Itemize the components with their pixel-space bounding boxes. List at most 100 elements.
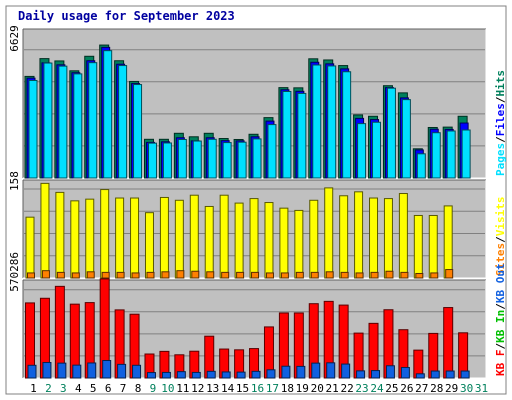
bar-pages bbox=[88, 62, 98, 179]
legend-separator: / bbox=[494, 96, 507, 103]
x-tick-label: 2 bbox=[45, 382, 52, 395]
bar-kb-out bbox=[176, 371, 186, 379]
series-legend: KB F/KB In/KB Out bbox=[494, 263, 507, 376]
bar-sites bbox=[280, 272, 289, 279]
x-tick-label: 28 bbox=[430, 382, 443, 395]
bar-pages bbox=[28, 79, 38, 179]
x-tick-label: 7 bbox=[120, 382, 127, 395]
bar-pages bbox=[386, 87, 396, 179]
bar-pages bbox=[207, 138, 217, 179]
bar-visits bbox=[324, 187, 334, 279]
kbytes-panel: 570286 KB F/KB In/KB Out bbox=[8, 252, 507, 379]
bar-pages bbox=[133, 84, 143, 179]
bar-kb-out bbox=[385, 365, 395, 379]
bar-kb-out bbox=[460, 370, 470, 379]
bar-pages bbox=[147, 142, 157, 179]
bar-visits bbox=[383, 198, 393, 279]
bar-sites bbox=[161, 271, 170, 279]
bar-sites bbox=[355, 272, 364, 279]
bar-sites bbox=[385, 270, 394, 279]
bar-kb-out bbox=[132, 364, 142, 379]
legend-separator: / bbox=[494, 136, 507, 143]
bar-kb-f bbox=[368, 322, 379, 379]
bar-sites bbox=[445, 269, 454, 279]
bar-kb-out bbox=[236, 371, 246, 379]
x-tick-label: 1 bbox=[30, 382, 37, 395]
bar-visits bbox=[219, 194, 229, 279]
x-tick-label: 27 bbox=[415, 382, 428, 395]
bar-kb-out bbox=[72, 364, 82, 379]
y-max-label: 570286 bbox=[8, 252, 21, 292]
x-tick-label: 17 bbox=[266, 382, 279, 395]
x-tick-label: 20 bbox=[311, 382, 324, 395]
bar-pages bbox=[401, 99, 411, 179]
series-legend: Pages/Files/Hits bbox=[494, 70, 507, 176]
legend-separator: / bbox=[494, 236, 507, 243]
x-tick-label: 23 bbox=[355, 382, 368, 395]
bar-visits bbox=[115, 197, 125, 279]
bar-pages bbox=[446, 130, 456, 179]
chart-title: Daily usage for September 2023 bbox=[18, 9, 235, 23]
bar-sites bbox=[56, 271, 65, 279]
bar-pages bbox=[357, 123, 367, 179]
y-max-label: 158 bbox=[8, 171, 21, 191]
bar-sites bbox=[265, 272, 274, 279]
bar-kb-out bbox=[117, 363, 127, 379]
bar-visits bbox=[144, 212, 154, 279]
bar-kb-out bbox=[102, 360, 112, 379]
series-legend: Sites/Visits bbox=[494, 197, 507, 277]
bar-visits bbox=[294, 209, 304, 279]
bar-pages bbox=[162, 142, 172, 179]
x-tick-label: 21 bbox=[326, 382, 339, 395]
bar-kb-out bbox=[161, 371, 171, 379]
legend-separator: / bbox=[494, 343, 507, 350]
x-tick-label: 8 bbox=[135, 382, 142, 395]
bar-pages bbox=[461, 129, 471, 179]
bar-sites bbox=[400, 271, 409, 279]
bar-pages bbox=[372, 121, 382, 179]
hits-panel: 6629 Pages/Files/Hits bbox=[8, 25, 507, 179]
bar-sites bbox=[27, 272, 35, 279]
bar-kb-out bbox=[221, 371, 231, 379]
bar-sites bbox=[206, 271, 215, 279]
bar-visits bbox=[398, 193, 408, 279]
bar-sites bbox=[146, 271, 155, 279]
bar-kb-out bbox=[27, 364, 37, 379]
bar-kb-out bbox=[206, 370, 216, 379]
bar-visits bbox=[204, 205, 214, 279]
y-max-label: 6629 bbox=[8, 25, 21, 52]
bar-pages bbox=[222, 142, 232, 179]
bar-sites bbox=[415, 272, 424, 279]
bar-sites bbox=[86, 271, 95, 279]
bar-sites bbox=[251, 271, 260, 279]
bar-visits bbox=[413, 214, 423, 279]
x-tick-label: 13 bbox=[206, 382, 219, 395]
bar-sites bbox=[325, 271, 334, 279]
bar-kb-out bbox=[146, 372, 156, 379]
bar-sites bbox=[310, 271, 319, 279]
bar-pages bbox=[342, 71, 352, 179]
x-tick-label: 5 bbox=[90, 382, 97, 395]
bar-visits bbox=[428, 214, 438, 279]
x-tick-label: 22 bbox=[340, 382, 353, 395]
bar-pages bbox=[237, 141, 247, 179]
x-tick-label: 30 bbox=[460, 382, 473, 395]
bar-visits bbox=[339, 195, 349, 279]
bar-pages bbox=[267, 124, 277, 179]
bar-visits bbox=[85, 198, 95, 279]
bar-kb-out bbox=[341, 363, 351, 379]
bar-kb-out bbox=[296, 365, 306, 379]
bar-visits bbox=[249, 198, 259, 279]
bar-pages bbox=[312, 64, 322, 179]
x-tick-label: 24 bbox=[370, 382, 384, 395]
x-tick-label: 9 bbox=[150, 382, 157, 395]
bar-kb-out bbox=[281, 365, 291, 379]
chart-panels: 6629Pages/Files/Hits158Sites/Visits57028… bbox=[5, 5, 507, 395]
x-tick-label: 15 bbox=[236, 382, 249, 395]
bar-kb-out bbox=[251, 370, 261, 379]
bar-visits bbox=[354, 191, 364, 279]
bar-kb-out bbox=[356, 370, 366, 379]
legend-entry: Visits bbox=[494, 197, 507, 237]
